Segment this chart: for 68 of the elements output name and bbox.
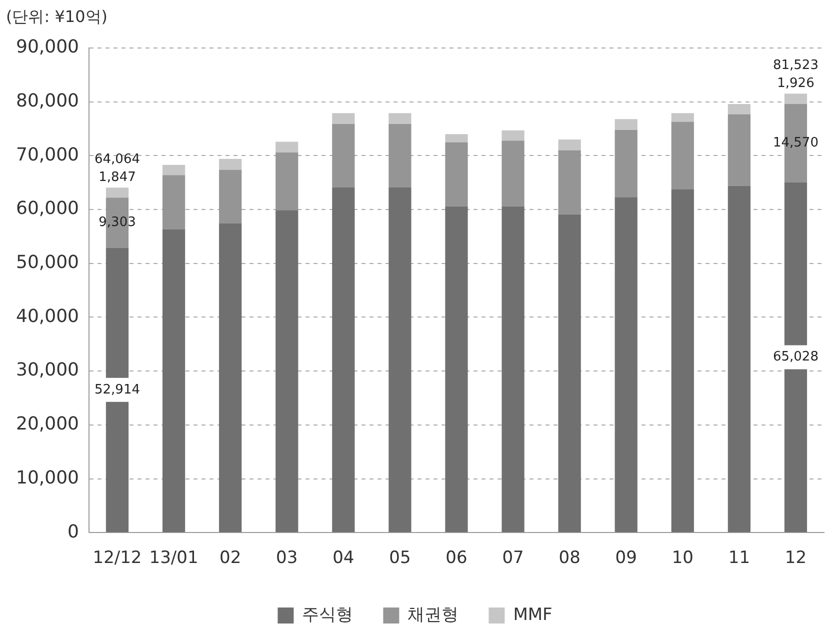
bar (445, 134, 468, 142)
x-tick-label: 04 (332, 548, 354, 568)
bar (276, 152, 298, 210)
y-tick-label: 80,000 (16, 90, 79, 112)
x-tick-label: 06 (446, 548, 468, 568)
y-tick-label: 90,000 (16, 36, 79, 58)
bar (332, 187, 355, 532)
data-label: 65,028 (772, 350, 818, 365)
bar (728, 186, 750, 532)
bar (219, 224, 242, 532)
legend-label: MMF (513, 604, 552, 625)
bar (219, 170, 242, 224)
bar (162, 164, 186, 176)
bar (388, 113, 412, 124)
bar (445, 142, 468, 206)
x-tick-label: 03 (276, 548, 298, 568)
legend-label: 주식형 (302, 604, 354, 625)
total-label: 64,064 (94, 152, 140, 168)
bar (502, 130, 524, 141)
x-tick-label: 09 (615, 548, 637, 568)
data-label: 52,914 (94, 382, 140, 398)
bar (445, 206, 468, 532)
y-tick-label: 70,000 (16, 144, 79, 166)
bar (332, 113, 355, 124)
y-tick-label: 20,000 (16, 414, 79, 435)
bar (671, 189, 694, 532)
bar (162, 175, 186, 230)
bar (614, 130, 638, 198)
bar (784, 94, 808, 104)
x-tick-label: 05 (389, 548, 411, 568)
x-tick-label: 02 (220, 548, 242, 568)
x-tick-label: 08 (558, 548, 580, 568)
bar (106, 188, 129, 198)
bar (388, 124, 412, 188)
y-tick-label: 0 (68, 521, 79, 542)
bar (671, 113, 694, 122)
bar (614, 197, 638, 532)
bar (558, 150, 581, 214)
y-tick-label: 40,000 (16, 306, 79, 327)
bar (558, 214, 581, 532)
y-tick-label: 30,000 (16, 360, 79, 381)
bar (728, 114, 750, 186)
y-tick-label: 10,000 (16, 467, 79, 488)
x-tick-label: 07 (502, 548, 524, 568)
bar (502, 206, 524, 532)
bar (332, 124, 355, 188)
x-tick-label: 10 (672, 548, 694, 568)
y-tick-label: 50,000 (16, 252, 79, 274)
total-label: 81,523 (772, 58, 818, 74)
legend-label: 채권형 (408, 604, 459, 625)
x-tick-label: 11 (728, 548, 750, 568)
bar (276, 210, 298, 532)
x-tick-label: 12/12 (92, 548, 142, 568)
x-tick-label: 12 (784, 548, 807, 568)
bar (728, 104, 750, 114)
data-label: 1,847 (98, 170, 136, 186)
bar (558, 140, 581, 150)
bar (671, 122, 694, 190)
bar (276, 142, 298, 152)
bar (162, 229, 186, 532)
y-axis-title: (단위: ¥10억) (6, 7, 108, 26)
x-tick-label: 13/01 (149, 548, 198, 568)
y-tick-label: 60,000 (16, 198, 79, 220)
bar (614, 119, 638, 130)
bar (219, 158, 242, 170)
bar (388, 187, 412, 532)
data-label: 1,926 (777, 76, 814, 92)
bar (502, 140, 524, 206)
